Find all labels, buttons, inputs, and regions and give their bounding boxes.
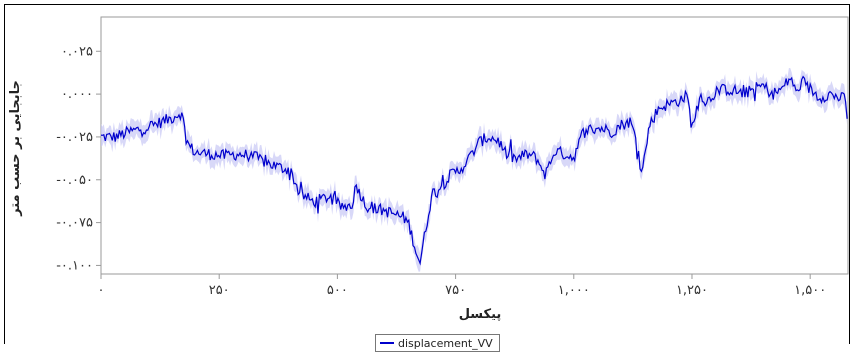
series-displacement-vv-band <box>101 68 848 272</box>
y-tick-label-3: -۰.۰۵۰ <box>56 173 93 188</box>
x-tick-label-1: ۲۵۰ <box>209 283 230 298</box>
x-tick-label-0: ۰ <box>98 283 105 298</box>
y-tick-label-0: ۰.۰۲۵ <box>61 44 93 59</box>
y-tick-label-2: -۰.۰۲۵ <box>56 130 93 145</box>
x-tick-label-5: ۱,۲۵۰ <box>676 283 708 298</box>
legend: displacement_VV <box>375 334 500 352</box>
x-tick-label-2: ۵۰۰ <box>327 283 348 298</box>
chart-frame <box>4 4 850 344</box>
series-displacement-vv-line <box>100 75 848 266</box>
legend-label-displacement-vv: displacement_VV <box>398 336 493 350</box>
x-tick-label-4: ۱,۰۰۰ <box>558 283 590 298</box>
x-tick-label-6: ۱,۵۰۰ <box>794 283 826 298</box>
x-tick-label-3: ۷۵۰ <box>445 283 466 298</box>
x-axis-title: پیکسل <box>459 307 502 322</box>
y-tick-label-1: ۰.۰۰۰ <box>61 87 93 102</box>
y-axis-title: جابجایی بر حسب متر <box>8 80 23 217</box>
legend-swatch-displacement-vv <box>380 342 394 344</box>
y-tick-label-4: -۰.۰۷۵ <box>56 216 93 231</box>
y-tick-label-5: -۰.۱۰۰ <box>56 258 93 273</box>
